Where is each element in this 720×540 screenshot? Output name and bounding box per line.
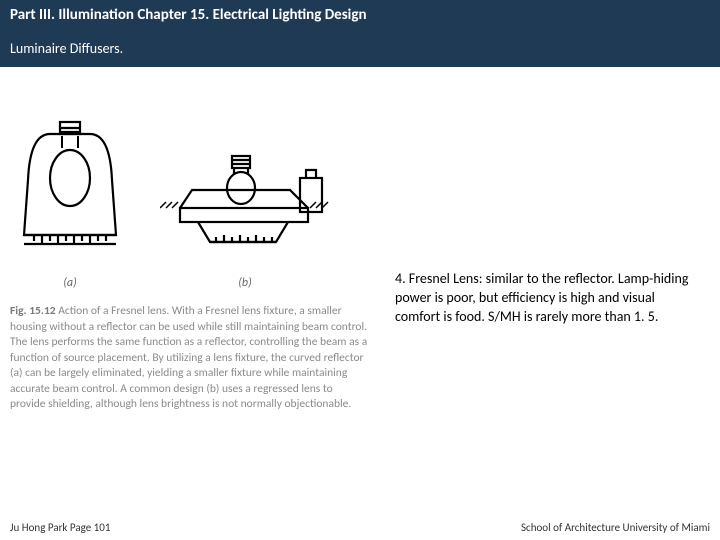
slide-footer: Ju Hong Park Page 101 School of Architec…	[0, 521, 720, 534]
figure-number: Fig. 15.12	[10, 304, 56, 318]
slide-header: Part III. Illumination Chapter 15. Elect…	[0, 0, 720, 67]
chapter-title: Part III. Illumination Chapter 15. Elect…	[10, 6, 710, 24]
footer-left: Ju Hong Park Page 101	[10, 521, 110, 534]
figure-caption-text: Action of a Fresnel lens. With a Fresnel…	[10, 304, 367, 411]
body-paragraph: 4. Fresnel Lens: similar to the reflecto…	[395, 270, 695, 327]
diagram-a-label: (a)	[63, 276, 76, 290]
footer-right: School of Architecture University of Mia…	[521, 521, 710, 534]
section-subtitle: Luminaire Diffusers.	[10, 40, 710, 57]
reflector-fixture-icon	[10, 120, 130, 270]
figure-area: (a)	[10, 120, 370, 413]
fresnel-fixture-icon	[160, 150, 330, 270]
figure-caption: Fig. 15.12 Action of a Fresnel lens. Wit…	[10, 304, 370, 413]
diagram-b: (b)	[160, 150, 330, 290]
slide: Part III. Illumination Chapter 15. Elect…	[0, 0, 720, 540]
diagram-row: (a)	[10, 120, 370, 290]
diagram-b-label: (b)	[238, 276, 251, 290]
slide-content: (a)	[0, 100, 720, 504]
diagram-a: (a)	[10, 120, 130, 290]
